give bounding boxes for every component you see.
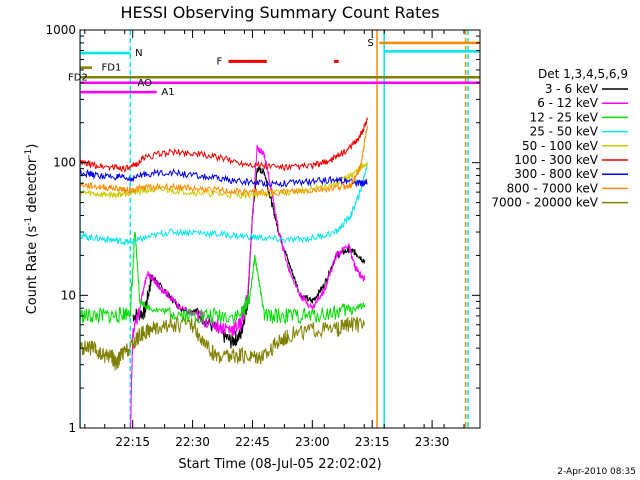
series-line	[80, 168, 368, 188]
series-line	[130, 144, 366, 428]
chart-title: HESSI Observing Summary Count Rates	[120, 3, 439, 22]
x-tick-label: 22:15	[115, 435, 150, 449]
annotation-label: AO	[137, 78, 152, 89]
x-tick-label: 22:45	[235, 435, 270, 449]
x-tick-label: 23:00	[295, 435, 330, 449]
annotation-label: F	[217, 56, 223, 67]
legend-label: 100 - 300 keV	[514, 153, 598, 167]
y-tick-label: 1	[68, 421, 76, 435]
series-line	[80, 162, 368, 247]
legend-label: 300 - 800 keV	[514, 167, 598, 181]
date-stamp: 2-Apr-2010 08:35	[557, 467, 636, 477]
legend-label: 7000 - 20000 keV	[491, 196, 598, 210]
legend-label: 800 - 7000 keV	[507, 181, 599, 195]
y-axis: 1 10 100 1000	[45, 23, 480, 435]
series-line	[80, 117, 368, 173]
y-tick-label: 1000	[45, 23, 76, 37]
x-tick-label: 23:30	[415, 435, 450, 449]
x-tick-label: 23:15	[355, 435, 390, 449]
annotation-label: N	[135, 48, 142, 59]
series-line	[80, 315, 366, 371]
x-axis-label: Start Time (08-Jul-05 22:02:02)	[178, 457, 381, 472]
plot-area	[79, 29, 481, 429]
annotation-label: S	[367, 38, 373, 49]
legend-label: 50 - 100 keV	[522, 139, 599, 153]
legend-label: 3 - 6 keV	[545, 82, 599, 96]
annotation-label: A1	[161, 87, 174, 98]
x-tick-label: 22:30	[175, 435, 210, 449]
y-tick-label: 10	[61, 288, 76, 302]
annotation-label: FD2	[68, 72, 88, 83]
y-axis-label: Count Rate (s-1 detector-1)	[24, 144, 40, 315]
y-tick-label: 100	[53, 156, 76, 170]
x-axis: 22:15 22:30 22:45 23:00 23:15 23:30	[84, 30, 465, 449]
legend-title: Det 1,3,4,5,6,9	[538, 67, 628, 81]
legend-label: 12 - 25 keV	[530, 110, 599, 124]
legend-label: 6 - 12 keV	[537, 96, 599, 110]
series-line	[80, 162, 368, 199]
annotation-label: FD1	[102, 63, 122, 74]
plot-frame	[79, 29, 481, 429]
series-line	[80, 125, 368, 197]
legend-label: 25 - 50 keV	[530, 125, 599, 139]
series-line	[80, 231, 366, 326]
